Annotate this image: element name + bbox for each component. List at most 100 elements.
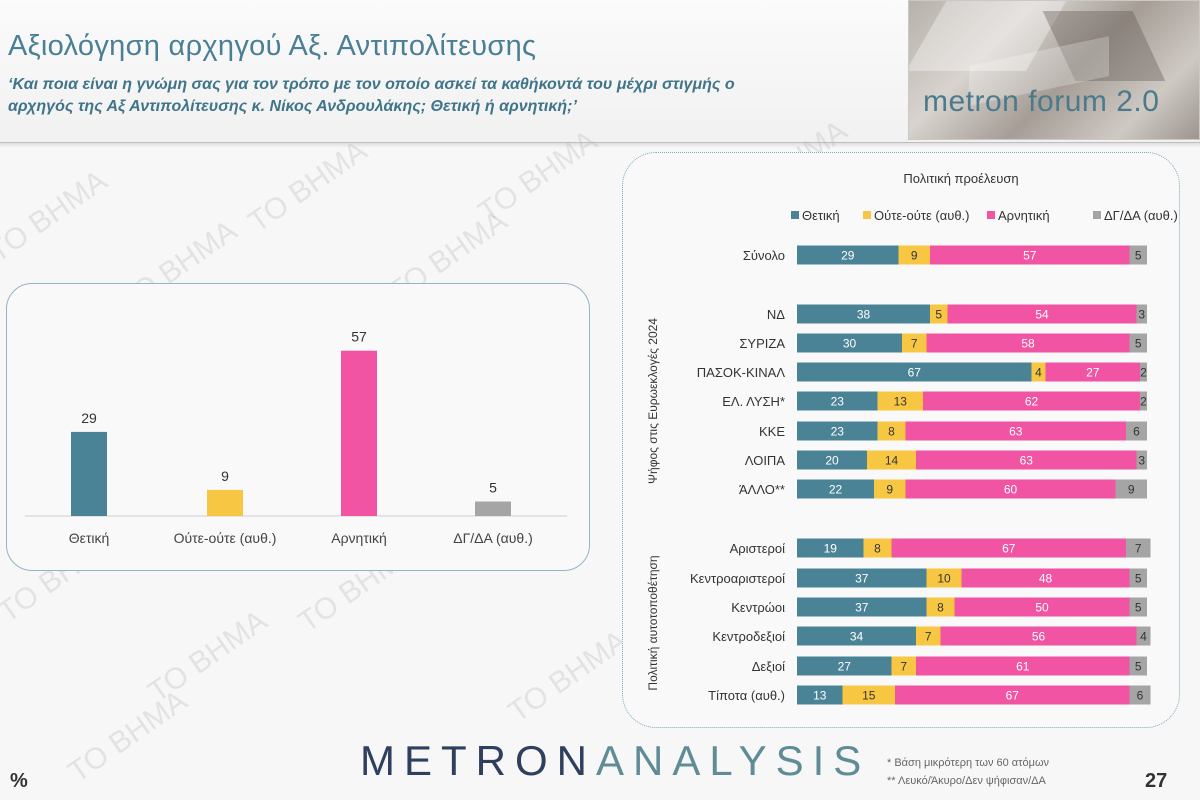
segment-label: 7 — [925, 630, 932, 644]
segment-label: 10 — [937, 572, 951, 586]
bar-segment — [1129, 685, 1151, 705]
row-label: ΣΥΡΙΖΑ — [739, 336, 785, 351]
bar — [71, 431, 107, 516]
segment-label: 54 — [1035, 308, 1049, 322]
bar-segment — [797, 362, 1032, 382]
segment-label: 30 — [843, 337, 857, 351]
bar-segment — [1129, 333, 1147, 353]
segment-label: 7 — [911, 337, 918, 351]
row-label: ΝΔ — [767, 307, 785, 322]
segment-label: 56 — [1032, 630, 1046, 644]
segment-label: 63 — [1020, 454, 1034, 468]
watermark-text: ΤΟ ΒΗΜΑ — [502, 624, 634, 730]
segment-label: 6 — [1133, 425, 1140, 439]
survey-question: ‘Και ποια είναι η γνώμη σας για τον τρόπ… — [8, 74, 878, 118]
watermark-text: ΤΟ ΒΗΜΑ — [0, 164, 114, 270]
bar-segment — [902, 333, 927, 353]
bar-segment — [877, 421, 906, 441]
segment-label: 67 — [908, 366, 922, 380]
segment-label: 58 — [1021, 337, 1035, 351]
segment-label: 23 — [831, 395, 845, 409]
segment-label: 14 — [885, 454, 899, 468]
brand-image: metron forum 2.0 — [908, 0, 1200, 140]
bar-segment — [898, 245, 930, 265]
bar-segment — [961, 568, 1130, 588]
segment-label: 8 — [937, 601, 944, 615]
legend-label: ΔΓ/ΔΑ (αυθ.) — [1104, 208, 1178, 223]
bar-segment — [926, 333, 1130, 353]
group-label: Πολιτική αυτοτοποθέτηση — [646, 555, 660, 690]
segment-label: 19 — [824, 542, 838, 556]
segment-label: 34 — [850, 630, 864, 644]
segment-label: 5 — [1135, 337, 1142, 351]
segment-label: 38 — [857, 308, 871, 322]
bar-segment — [1129, 568, 1147, 588]
row-label: ΠΑΣΟΚ-ΚΙΝΑΛ — [697, 365, 786, 380]
legend-swatch — [863, 211, 871, 219]
bar-segment — [797, 391, 878, 411]
bar-segment — [926, 597, 955, 617]
bar-segment — [1126, 538, 1151, 558]
row-label: Κεντροαριστεροί — [690, 571, 785, 586]
chart-title: Πολιτική προέλευση — [903, 171, 1018, 186]
bar-segment — [842, 685, 895, 705]
segment-label: 61 — [1016, 660, 1030, 674]
segment-label: 60 — [1004, 483, 1018, 497]
bar-segment — [867, 450, 916, 470]
watermark-text: ΤΟ ΒΗΜΑ — [142, 604, 274, 710]
segment-label: 7 — [900, 660, 907, 674]
bar-segment — [797, 304, 930, 324]
legend-label: Θετική — [802, 208, 840, 223]
segment-label: 50 — [1035, 601, 1049, 615]
unit-label: % — [10, 770, 28, 792]
question-line-2: αρχηγός της Αξ Αντιπολίτευσης κ. Νίκος Α… — [8, 98, 577, 115]
bar-segment — [797, 626, 916, 646]
bar-segment — [1129, 656, 1147, 676]
segment-label: 2 — [1140, 366, 1147, 380]
row-label: ΆΛΛΟ** — [739, 482, 785, 497]
data-label: 9 — [221, 468, 229, 484]
data-label: 5 — [489, 480, 497, 496]
segment-label: 20 — [825, 454, 839, 468]
segment-label: 9 — [1128, 483, 1135, 497]
page-title: Αξιολόγηση αρχηγού Αξ. Αντιπολίτευσης — [8, 30, 537, 62]
watermark-text: ΤΟ ΒΗΜΑ — [62, 684, 194, 790]
bar-segment — [797, 421, 878, 441]
bar-segment — [895, 685, 1130, 705]
bar-segment — [923, 391, 1140, 411]
segment-label: 3 — [1138, 454, 1145, 468]
category-label: ΔΓ/ΔΑ (αυθ.) — [453, 530, 533, 546]
segment-label: 63 — [1009, 425, 1023, 439]
summary-bar-chart: 29 Θετική 9 Ούτε-ούτε (αυθ.) 57 Αρνητική 5 ΔΓ/Δ… — [25, 329, 567, 546]
segment-label: 6 — [1137, 689, 1144, 703]
segment-label: 7 — [1135, 542, 1142, 556]
legend-swatch — [1093, 211, 1101, 219]
row-label: Αριστεροί — [730, 541, 786, 556]
bar-segment — [891, 656, 916, 676]
segment-label: 27 — [1086, 366, 1100, 380]
bar-segment — [797, 479, 874, 499]
legend-label: Αρνητική — [998, 208, 1050, 223]
bar-segment — [905, 421, 1126, 441]
legend-swatch — [791, 211, 799, 219]
bar-segment — [905, 479, 1116, 499]
segment-label: 13 — [813, 689, 827, 703]
bar-segment — [1140, 362, 1147, 382]
bar-segment — [797, 245, 899, 265]
row-label: ΛΟΙΠΑ — [745, 453, 786, 468]
bar-segment — [916, 656, 1130, 676]
row-label: Δεξιοί — [752, 659, 785, 674]
row-label: ΕΛ. ΛΥΣΗ* — [722, 394, 785, 409]
bar-segment — [863, 538, 892, 558]
segment-label: 5 — [1135, 660, 1142, 674]
stacked-bar-chart: Πολιτική προέλευση Θετική Ούτε-ούτε (αυθ.)… — [646, 171, 1178, 705]
watermark-text: ΤΟ ΒΗΜΑ — [242, 134, 374, 240]
segment-label: 22 — [829, 483, 843, 497]
footnote-other: ** Λευκό/Άκυρο/Δεν ψήφισαν/ΔΑ — [887, 775, 1046, 787]
bar-segment — [797, 538, 864, 558]
segment-label: 8 — [888, 425, 895, 439]
bar — [207, 489, 243, 516]
logo-part-2: ANALYSIS — [596, 737, 871, 784]
bar-segment — [1140, 391, 1147, 411]
brand-logo-text: metron forum 2.0 — [923, 85, 1160, 118]
